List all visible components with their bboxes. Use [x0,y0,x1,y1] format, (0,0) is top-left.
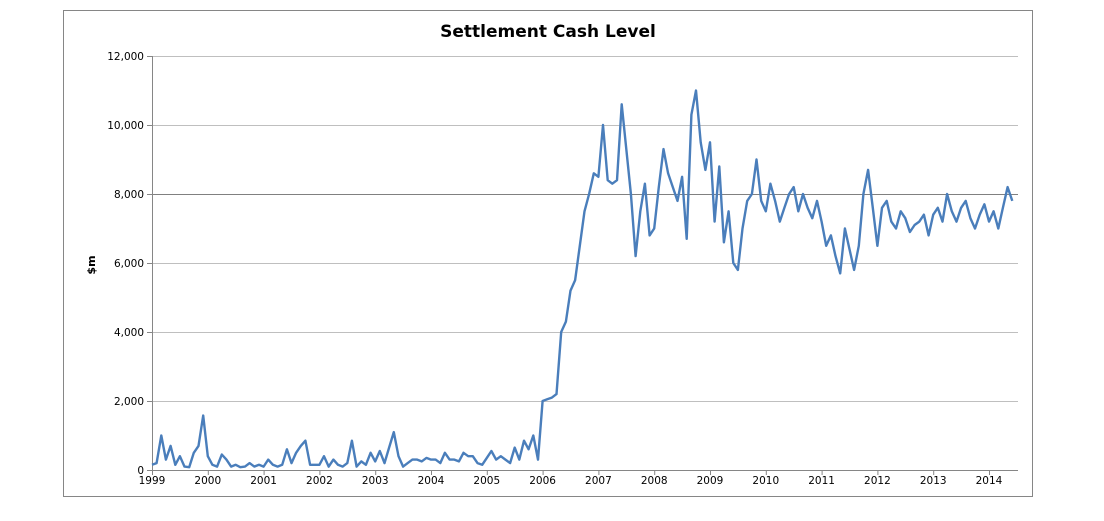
x-tick-label: 2013 [920,475,947,487]
x-tick-label: 2010 [752,475,779,487]
x-tick-label: 2000 [194,475,221,487]
x-tick-label: 2002 [306,475,333,487]
chart-border [63,10,1033,497]
y-tick-label: 0 [137,465,144,477]
x-tick-label: 2001 [250,475,277,487]
x-tick-label: 2007 [585,475,612,487]
series-line [151,89,1014,469]
x-tick-label: 2004 [418,475,445,487]
y-tick-label: 12,000 [107,51,144,63]
y-tick-label: 6,000 [114,258,144,270]
x-tick-label: 2005 [473,475,500,487]
y-tick-label: 8,000 [114,189,144,201]
x-tick-label: 2014 [976,475,1003,487]
x-tick-label: 2008 [641,475,668,487]
x-tick-label: 2006 [529,475,556,487]
x-tick-label: 2012 [864,475,891,487]
y-tick-label: 2,000 [114,396,144,408]
x-tick-label: 2003 [362,475,389,487]
x-tick-label: 2011 [808,475,835,487]
y-tick-label: 4,000 [114,327,144,339]
y-axis-label: $m [85,255,98,274]
x-tick-label: 2009 [697,475,724,487]
y-tick-label: 10,000 [107,120,144,132]
x-tick-label: 1999 [139,475,166,487]
chart-title: Settlement Cash Level [440,22,656,42]
